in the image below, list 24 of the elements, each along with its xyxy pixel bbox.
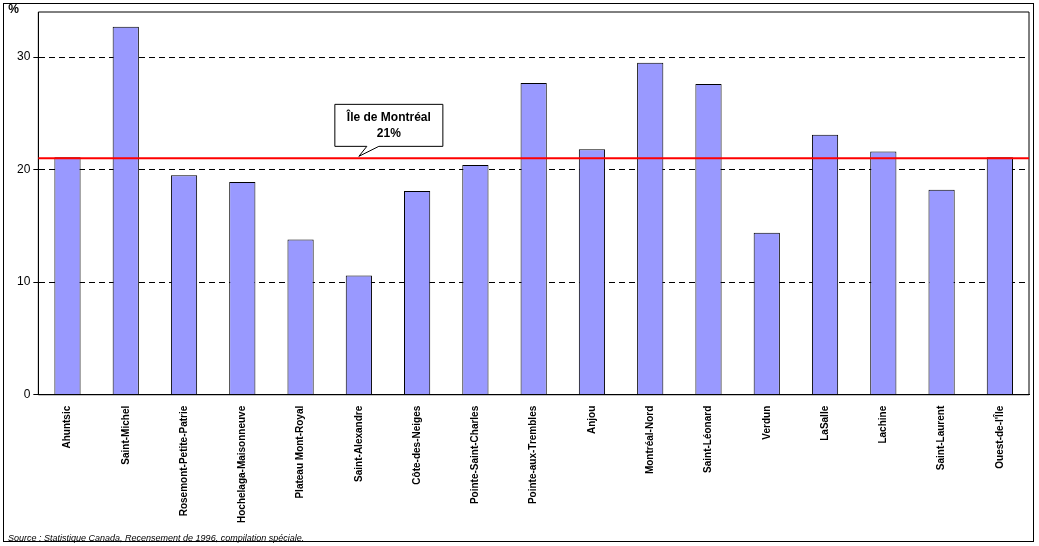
x-tick-label: Plateau Mont-Royal (294, 405, 306, 499)
x-tick-label: Ahuntsic (61, 405, 73, 449)
x-tick-label: LaSalle (818, 405, 830, 441)
x-tick-label: Verdun (760, 405, 772, 440)
x-tick-label: Pointe-Saint-Charles (469, 405, 481, 505)
annotation: Île de Montréal 21% (345, 108, 431, 140)
x-tick-label: Saint-Alexandre (352, 405, 364, 482)
x-tick-label: Rosemont-Petite-Patrie (177, 405, 189, 517)
x-tick-label: Saint-Michel (119, 405, 131, 465)
x-tick-label: Saint-Léonard (702, 405, 714, 473)
x-tick-label: Hochelaga-Maisonneuve (236, 405, 248, 524)
y-tick-label: 30 (16, 49, 31, 64)
y-tick-label: 0 (23, 387, 31, 402)
x-tick-label: Côte-des-Neiges (410, 405, 422, 485)
x-tick-label: Ouest-de-l'Île (992, 405, 1005, 469)
x-tick-label: Montréal-Nord (643, 405, 655, 475)
source-note: Source : Statistique Canada, Recensement de 1996, compilation spéciale. (8, 533, 305, 543)
x-tick-label: Saint-Laurent (935, 405, 947, 471)
x-tick-label: Anjou (585, 405, 597, 435)
y-tick-label: 10 (16, 274, 31, 289)
y-axis-title: % (8, 2, 20, 17)
x-tick-label: Lachine (877, 405, 889, 444)
y-tick-label: 20 (16, 161, 31, 176)
x-tick-label: Pointe-aux-Trembles (527, 405, 539, 505)
